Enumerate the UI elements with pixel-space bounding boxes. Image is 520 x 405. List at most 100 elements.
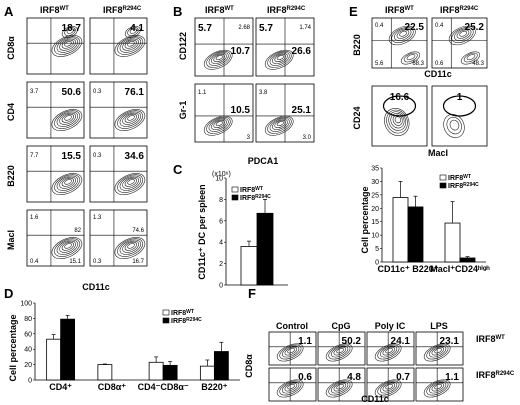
a-contour-r3-wt [51,237,83,259]
f-contour-wt-1 [331,345,349,358]
a-contour-r2-mut [124,177,137,187]
e-bot-contour-mut [446,116,462,135]
a-contour-r2-mut [122,176,139,189]
e-top-contour-mut [451,27,474,43]
b-contour-r1-wt [203,115,233,136]
e-bot-contour-wt [388,111,407,131]
f-contour-wt-1 [333,346,347,356]
panel-label-b: B [173,4,182,19]
a-small-r1-wt: 3.7 [30,89,39,95]
a-contour-r1-mut [122,112,139,125]
b-plot-r0-wt: 5.7 2.68 10.7 [194,17,254,77]
b-contour-r1-mut [274,119,286,129]
f-value-mut-1: 4.8 [347,372,361,383]
b-contour-r0-mut [269,51,290,66]
a-value-r1-mut: 76.1 [125,87,145,98]
e-bar-ylabel: Cell percentage [360,186,370,253]
d-ylabel: Cell percentage [8,314,18,381]
b-contour-r1-mut [269,117,290,132]
b-contour-r1-wt [208,117,229,132]
b-contour-r0-wt [206,50,231,68]
e-top-ll-mut: 0.6 [435,61,444,67]
d-ytick-label: 60 [24,331,32,338]
b-contour-r0-wt [203,49,233,70]
f-value-mut-2: 0.7 [396,372,410,383]
e-top-contour-wt [396,29,410,39]
header-b-mut: IRF8R294C [267,5,306,15]
f-contour-mut-3 [426,380,449,396]
a-contour-r2-wt [54,174,81,193]
a-contour-r2-wt [64,179,72,185]
e-top-plot-wt: 0.4 22.5 5.6 68.3 [371,17,428,69]
a-contour-r1-wt [61,113,74,123]
f-contour-wt-0 [276,343,304,362]
a-contour2-r0-wt [61,26,78,38]
b-value-lr-r1-mut: 3.0 [303,135,312,141]
b-contour-r1-wt [211,118,227,130]
e-top-contour2-mut [460,51,481,65]
a-small-r3-wt-3: 15.1 [69,259,81,265]
a-plot-r2-wt: 15.5 7.7 [26,145,85,203]
f-contour-mut-0 [284,382,298,392]
a-contour-r2-mut [117,174,144,193]
a-contour-r2-wt [61,177,74,187]
c-ytick-label: 8 [219,197,223,204]
c-ylabel: CD11c⁺ DC per spleen [197,184,207,279]
e-ytick-label: 30 [371,179,379,186]
d-ytick-label: 20 [24,362,32,369]
e-top-ul-mut: 0.4 [435,23,444,29]
f-contour-wt-0 [284,346,298,356]
a-contour2-r0-wt [66,28,74,34]
f-contour-wt-1 [325,343,353,362]
a-small-r2-wt: 7.7 [30,153,39,159]
a-contour-r3-wt [61,241,74,251]
c-legend-swatch-1 [231,194,239,201]
e-ytick-label: 5 [375,246,379,253]
f-contour-mut-1 [336,384,344,390]
a-contour-r1-mut [117,110,144,129]
f-condition-control: Control [276,321,308,331]
e-ylabel-b220: B220 [352,34,362,56]
d-bar-irf8wt-2 [148,361,164,381]
f-contour-mut-1 [331,381,349,394]
c-ytick-label: 2 [219,261,223,268]
e-legend-label-1: IRF8R294C [448,182,479,190]
e-top-contour2-wt [406,54,416,61]
f-contour-wt-3 [431,346,445,356]
a-contour-r1-wt [56,111,79,127]
a-contour-r0-wt [51,35,83,57]
e-top-contour-mut [448,25,476,46]
d-ytick-label: 40 [24,347,32,354]
header-a-wt: IRF8WT [40,5,69,15]
e-xlabel-bottom: MacI [428,148,448,158]
d-legend-swatch-1 [162,317,170,324]
f-contour-wt-2 [382,346,396,356]
a-plot-r3-mut: 1.3 74.6 0.3 16.7 [89,209,148,267]
c-ytick-label: 4 [219,240,223,247]
a-contour-r3-mut [124,241,137,251]
e-top-contour2-wt [403,52,418,63]
e-bot-value-mut: 1 [457,92,463,103]
header-a-mut: IRF8R294C [103,5,142,15]
e-bot-contour-wt [392,114,403,126]
a-plot-r3-wt: 1.6 82 0.4 15.1 [26,209,85,267]
panel-label-d: D [4,286,13,301]
e-bot-contour-mut [443,114,465,138]
a-plot-r3-wt-frame [26,209,85,267]
b-contour-r1-wt [213,119,225,129]
b-plot-r0-mut: 5.7 1.74 26.6 [255,17,315,77]
e-bar-irf8r294c-1 [459,257,476,263]
f-plot-wt-0: 1.1 [268,331,317,366]
e-top-lr-mut: 48.3 [472,61,484,67]
a-plot-r2-mut: 34.6 0.3 [89,145,148,203]
b-contour-r1-mut [272,118,288,130]
e-legend-label-0: IRF8WT [448,174,471,182]
e-top-contour-mut [454,28,472,41]
f-contour-wt-3 [434,348,442,354]
a-value-r0-mut: 4.1 [130,23,144,34]
b-plot-r1-wt: 1.1 10.5 3 [194,83,254,143]
e-bar-irf8wt-0 [392,197,409,263]
e-top-contour-mut [459,30,468,37]
